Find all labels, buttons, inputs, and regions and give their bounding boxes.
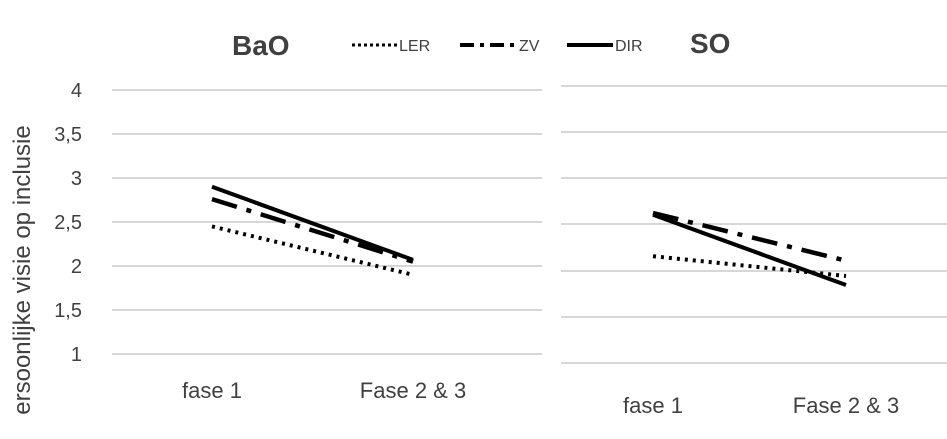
bao-y-ticks: 1 1,5 2 2,5 3 3,5 4 — [54, 80, 82, 366]
bao-y-tick-label: 3 — [71, 168, 82, 190]
chart-title-so: SO — [690, 28, 730, 59]
bao-x-tick-fase-2-3: Fase 2 & 3 — [360, 378, 466, 403]
y-axis-label: ersoonlijke visie op inclusie — [9, 125, 36, 414]
so-series-zv — [652, 210, 847, 263]
legend-label-zv: ZV — [519, 38, 540, 55]
bao-y-tick-label: 3,5 — [54, 124, 82, 146]
bao-y-tick-label: 1,5 — [54, 300, 82, 322]
legend: LER ZV DIR — [352, 38, 643, 55]
bao-series-ler — [211, 224, 414, 277]
legend-label-ler: LER — [399, 38, 430, 55]
bao-x-ticks: fase 1 Fase 2 & 3 — [182, 378, 466, 403]
bao-gridlines — [112, 89, 542, 355]
so-gridlines — [561, 85, 947, 364]
bao-series — [211, 184, 414, 277]
so-series — [652, 210, 847, 287]
legend-label-dir: DIR — [615, 38, 643, 55]
chart-title-bao: BaO — [232, 30, 290, 61]
bao-series-zv — [211, 196, 414, 264]
so-x-tick-fase-2-3: Fase 2 & 3 — [793, 393, 899, 418]
bao-x-tick-fase-1: fase 1 — [182, 378, 242, 403]
bao-y-tick-label: 1 — [71, 344, 82, 366]
so-x-ticks: fase 1 Fase 2 & 3 — [623, 393, 899, 418]
so-x-tick-fase-1: fase 1 — [623, 393, 683, 418]
bao-y-tick-label: 2 — [71, 256, 82, 278]
bao-y-tick-label: 4 — [71, 80, 82, 102]
bao-y-tick-label: 2,5 — [54, 212, 82, 234]
so-series-dir — [652, 212, 847, 287]
bao-series-dir — [211, 184, 414, 262]
